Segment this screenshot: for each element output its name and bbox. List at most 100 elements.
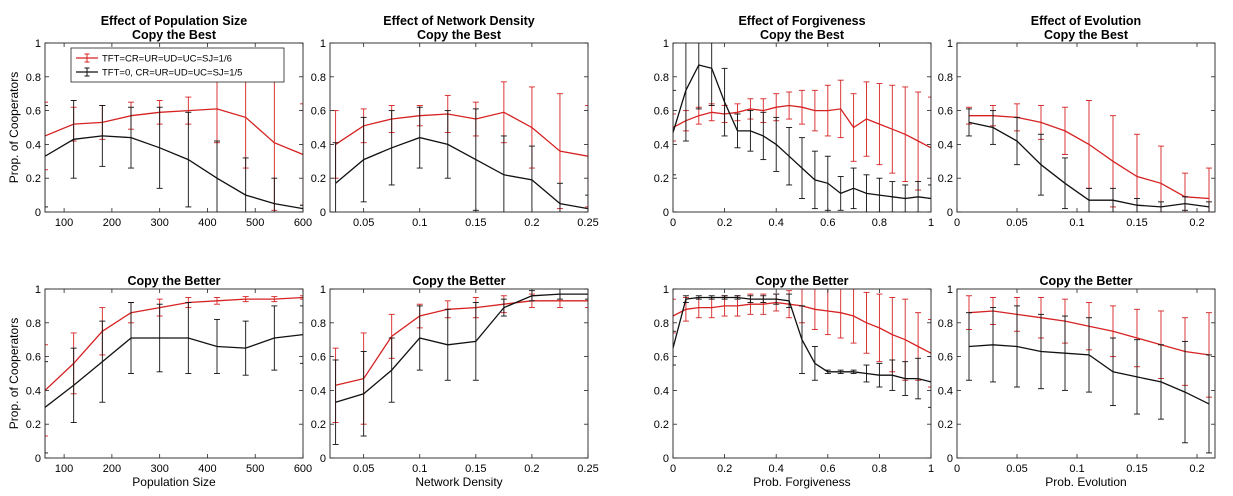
axes-frame xyxy=(329,42,589,213)
y-tick-label: 0.6 xyxy=(938,352,953,364)
plot-area xyxy=(332,289,588,445)
x-tick-label: 600 xyxy=(294,463,312,475)
y-tick-label: 0.6 xyxy=(26,106,41,118)
y-tick-label: 1 xyxy=(947,38,953,50)
plot-area xyxy=(45,295,303,454)
y-tick-label: 1 xyxy=(35,38,41,50)
series-line xyxy=(335,293,588,403)
x-tick-label: 0.25 xyxy=(577,217,598,229)
x-tick-label: 0.15 xyxy=(1126,463,1147,475)
y-tick-label: 1 xyxy=(320,284,326,296)
x-tick-label: 100 xyxy=(55,217,73,229)
x-tick-label: 0 xyxy=(954,217,960,229)
series-line xyxy=(335,111,588,157)
panel-4: Copy the Better 0 0.2 0.4 0.6 0.8 1 100 200 300 40… xyxy=(7,274,312,489)
y-tick-label: 0.6 xyxy=(654,106,669,118)
series-1 xyxy=(332,106,588,212)
y-tick-label: 0 xyxy=(320,207,326,219)
y-tick-label: 0 xyxy=(35,207,41,219)
x-tick-label: 0.2 xyxy=(524,463,539,475)
y-tick-label: 1 xyxy=(663,38,669,50)
y-tick-label: 0 xyxy=(320,453,326,465)
y-tick-label: 0.2 xyxy=(938,173,953,185)
y-tick-label: 0.6 xyxy=(654,352,669,364)
panel-6: Copy the Better 0 0.2 0.4 0.6 0.8 1 0 0.2 0.4 0.6 0… xyxy=(654,274,934,489)
y-tick-label: 0 xyxy=(947,207,953,219)
y-tick-label: 1 xyxy=(320,38,326,50)
y-tick-label: 0.2 xyxy=(26,173,41,185)
x-tick-label: 0.05 xyxy=(353,217,374,229)
axes-frame xyxy=(329,288,589,459)
plot-area xyxy=(966,100,1212,212)
chart-title-line: Effect of Forgiveness xyxy=(738,14,865,28)
x-tick-label: 0.8 xyxy=(872,217,887,229)
chart-title-line: Copy the Better xyxy=(1039,274,1132,288)
x-tick-label: 0.25 xyxy=(577,463,598,475)
y-tick-label: 0.4 xyxy=(311,139,326,151)
legend-box xyxy=(70,47,285,83)
y-tick-label: 0.4 xyxy=(654,139,669,151)
y-tick-label: 0.2 xyxy=(311,173,326,185)
y-tick-label: 0.2 xyxy=(26,419,41,431)
x-tick-label: 200 xyxy=(103,217,121,229)
x-tick-label: 300 xyxy=(150,463,168,475)
plot-area xyxy=(332,81,588,212)
panel-7: Copy the Better 0 0.2 0.4 0.6 0.8 1 0 0.05 0.1 0.1… xyxy=(938,274,1216,489)
x-tick-label: 0.2 xyxy=(524,217,539,229)
chart-title-line: Copy the Best xyxy=(760,28,845,42)
x-tick-label: 0.4 xyxy=(769,217,784,229)
y-tick-label: 1 xyxy=(947,284,953,296)
axes-frame xyxy=(44,288,304,459)
x-tick-label: 0.2 xyxy=(1189,463,1204,475)
legend-label: TFT=0, CR=UR=UD=UC=SJ=1/5 xyxy=(102,68,242,79)
series-line xyxy=(673,104,931,149)
chart-title-line: Copy the Better xyxy=(127,274,220,288)
x-tick-label: 0.15 xyxy=(465,463,486,475)
y-tick-label: 0.4 xyxy=(26,139,41,151)
y-tick-label: 0 xyxy=(947,453,953,465)
y-tick-label: 0.6 xyxy=(938,106,953,118)
axes-frame xyxy=(44,42,304,213)
x-tick-label: 200 xyxy=(103,463,121,475)
axes-frame xyxy=(672,288,932,459)
plot-area xyxy=(45,66,303,212)
series-0 xyxy=(45,295,303,437)
series-1 xyxy=(332,289,588,445)
y-tick-label: 0.4 xyxy=(26,385,41,397)
x-tick-label: 400 xyxy=(198,463,216,475)
y-tick-label: 0.8 xyxy=(938,318,953,330)
series-1 xyxy=(966,108,1212,212)
axes-frame xyxy=(956,42,1216,213)
chart-title-line: Effect of Population Size xyxy=(101,14,248,28)
y-tick-label: 0 xyxy=(663,207,669,219)
x-axis-label: Population Size xyxy=(132,475,216,489)
x-tick-label: 0.05 xyxy=(1006,463,1027,475)
x-axis-label: Prob. Evolution xyxy=(1045,475,1126,489)
x-tick-label: 0.05 xyxy=(353,463,374,475)
panel-5: Copy the Better 0 0.2 0.4 0.6 0.8 1 0.05 0.1 0.15… xyxy=(311,274,599,489)
x-tick-label: 500 xyxy=(246,463,264,475)
x-tick-label: 400 xyxy=(198,217,216,229)
chart-title-line: Copy the Best xyxy=(1044,28,1129,42)
y-tick-label: 0.4 xyxy=(311,385,326,397)
y-axis-label: Prop. of Cooperators xyxy=(7,318,21,429)
series-line xyxy=(335,300,588,386)
chart-title-line: Effect of Network Density xyxy=(383,14,534,28)
x-axis-label: Prob. Forgiveness xyxy=(753,475,850,489)
series-1 xyxy=(45,302,303,454)
x-tick-label: 0.2 xyxy=(717,463,732,475)
chart-title-line: Copy the Better xyxy=(755,274,848,288)
x-tick-label: 0.6 xyxy=(820,463,835,475)
x-tick-label: 0.05 xyxy=(1006,217,1027,229)
series-1 xyxy=(966,305,1212,454)
x-tick-label: 0.2 xyxy=(1189,217,1204,229)
x-tick-label: 0.6 xyxy=(820,217,835,229)
x-tick-label: 0 xyxy=(954,463,960,475)
axes-frame xyxy=(956,288,1216,459)
y-tick-label: 0.2 xyxy=(938,419,953,431)
y-tick-label: 0.8 xyxy=(654,72,669,84)
plot-area xyxy=(673,43,931,212)
